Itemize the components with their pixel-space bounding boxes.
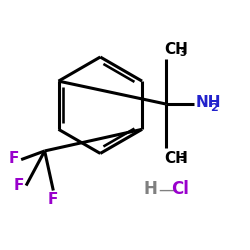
Text: 2: 2 bbox=[210, 103, 218, 113]
Text: H: H bbox=[143, 180, 157, 198]
Text: Cl: Cl bbox=[171, 180, 188, 198]
Text: F: F bbox=[13, 178, 24, 193]
Text: CH: CH bbox=[164, 42, 188, 56]
Text: 3: 3 bbox=[180, 153, 186, 163]
Text: CH: CH bbox=[164, 152, 188, 166]
Text: F: F bbox=[8, 151, 19, 166]
Text: —: — bbox=[158, 180, 175, 198]
Text: 3: 3 bbox=[180, 48, 186, 58]
Text: NH: NH bbox=[196, 95, 221, 110]
Text: F: F bbox=[48, 192, 58, 207]
